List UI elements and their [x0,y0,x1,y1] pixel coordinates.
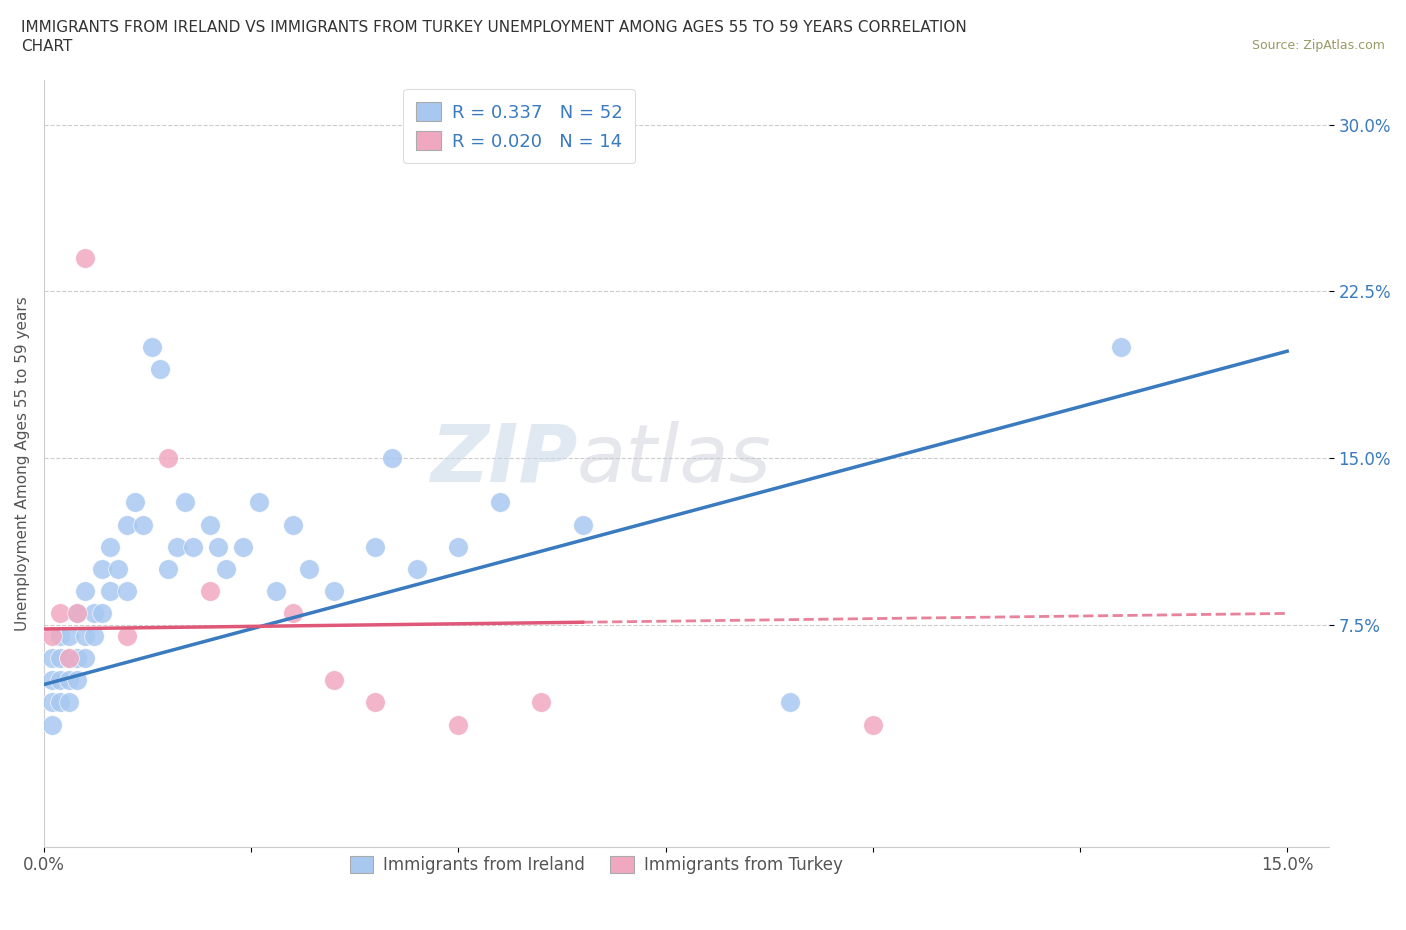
Text: IMMIGRANTS FROM IRELAND VS IMMIGRANTS FROM TURKEY UNEMPLOYMENT AMONG AGES 55 TO : IMMIGRANTS FROM IRELAND VS IMMIGRANTS FR… [21,20,967,35]
Point [166,539,188,554]
Point [406,562,429,577]
Point [149,362,172,377]
Point [181,539,204,554]
Point [83,606,105,621]
Text: ZIP: ZIP [430,420,576,498]
Point [323,672,346,687]
Point [66,606,89,621]
Point [364,695,387,710]
Point [115,628,138,643]
Text: Source: ZipAtlas.com: Source: ZipAtlas.com [1251,39,1385,52]
Point [215,562,238,577]
Point [66,672,89,687]
Point [281,606,304,621]
Point [41,672,63,687]
Point [157,450,180,465]
Point [49,672,72,687]
Point [323,584,346,599]
Point [98,539,121,554]
Point [75,628,97,643]
Point [58,695,80,710]
Point [779,695,801,710]
Point [41,695,63,710]
Legend: Immigrants from Ireland, Immigrants from Turkey: Immigrants from Ireland, Immigrants from… [343,849,849,881]
Point [75,650,97,665]
Point [530,695,553,710]
Point [98,584,121,599]
Text: atlas: atlas [576,420,772,498]
Point [58,628,80,643]
Point [58,650,80,665]
Point [75,584,97,599]
Point [198,517,221,532]
Point [571,517,593,532]
Point [447,717,470,732]
Point [58,650,80,665]
Point [90,606,112,621]
Point [364,539,387,554]
Point [862,717,884,732]
Point [157,562,180,577]
Point [198,584,221,599]
Point [281,517,304,532]
Point [247,495,270,510]
Point [488,495,510,510]
Point [41,650,63,665]
Point [115,584,138,599]
Point [1111,339,1133,354]
Point [107,562,129,577]
Point [66,650,89,665]
Point [66,606,89,621]
Point [49,628,72,643]
Text: CHART: CHART [21,39,73,54]
Point [207,539,229,554]
Point [49,606,72,621]
Point [141,339,163,354]
Y-axis label: Unemployment Among Ages 55 to 59 years: Unemployment Among Ages 55 to 59 years [15,296,30,631]
Point [49,695,72,710]
Point [83,628,105,643]
Point [49,650,72,665]
Point [132,517,155,532]
Point [90,562,112,577]
Point [115,517,138,532]
Point [381,450,404,465]
Point [298,562,321,577]
Point [41,628,63,643]
Point [41,717,63,732]
Point [447,539,470,554]
Point [264,584,287,599]
Point [75,250,97,265]
Point [232,539,254,554]
Point [124,495,146,510]
Point [173,495,195,510]
Point [58,672,80,687]
